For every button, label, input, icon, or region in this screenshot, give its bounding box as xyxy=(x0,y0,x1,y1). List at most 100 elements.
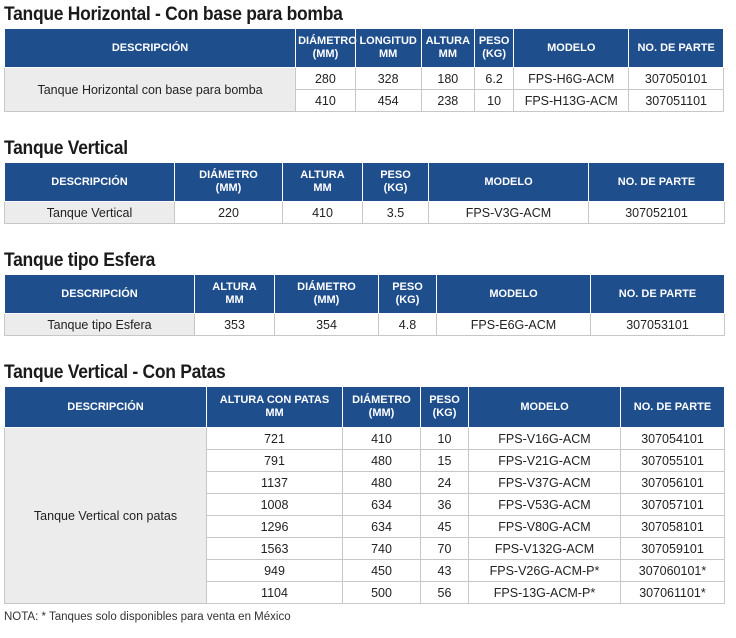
table-horizontal: DESCRIPCIÓN DIÁMETRO (MM) LONGITUD MM ALTURA M… xyxy=(3,28,724,112)
table-cell: 410 xyxy=(342,427,421,450)
table-cell: FPS-E6G-ACM xyxy=(436,313,591,336)
table-cell: 410 xyxy=(295,89,356,112)
column-header: PESO (KG) xyxy=(474,28,515,68)
table-cell: FPS-H13G-ACM xyxy=(513,89,630,112)
table-cell: 10 xyxy=(420,427,469,450)
table-cell: 307061101* xyxy=(620,581,725,604)
table-cell: 307052101 xyxy=(588,201,725,224)
table-cell: 36 xyxy=(420,493,469,516)
table-cell: FPS-V26G-ACM-P* xyxy=(468,559,621,582)
column-header: ALTURA MM xyxy=(282,162,363,202)
column-header: DESCRIPCIÓN xyxy=(4,162,175,202)
table-cell: 949 xyxy=(206,559,343,582)
table-cell: 307056101 xyxy=(620,471,725,494)
column-header: DIÁMETRO (MM) xyxy=(174,162,283,202)
table-cell: 1137 xyxy=(206,471,343,494)
table-cell: 15 xyxy=(420,449,469,472)
table-row: 1104 500 56 FPS-13G-ACM-P* 307061101* xyxy=(5,581,725,604)
table-row: 1296 634 45 FPS-V80G-ACM 307058101 xyxy=(5,515,725,538)
column-header: ALTURA CON PATAS MM xyxy=(206,386,343,428)
table-cell: 10 xyxy=(474,89,515,112)
description-cell: Tanque Horizontal con base para bomba xyxy=(3,67,297,112)
table-row: Tanque Horizontal con base para bomba 280… xyxy=(3,67,724,112)
column-header: DESCRIPCIÓN xyxy=(4,274,195,314)
table-cell: 307055101 xyxy=(620,449,725,472)
section-patas: Tanque Vertical - Con Patas DESCRIPCIÓN AL… xyxy=(4,360,725,604)
table-cell: FPS-V21G-ACM xyxy=(468,449,621,472)
table-cell: 220 xyxy=(174,201,283,224)
column-header: NO. DE PARTE xyxy=(590,274,725,314)
table-cell: 4.8 xyxy=(378,313,437,336)
table-cell: 480 xyxy=(342,471,421,494)
table-cell: 450 xyxy=(342,559,421,582)
table-cell: 307051101 xyxy=(628,89,724,112)
table-cell: 353 xyxy=(194,313,275,336)
column-header: PESO (KG) xyxy=(362,162,429,202)
table-row: 1137 480 24 FPS-V37G-ACM 307056101 xyxy=(5,471,725,494)
table-row: Tanque Vertical 220 410 3.5 FPS-V3G-ACM 30705… xyxy=(4,201,725,224)
table-cell: 24 xyxy=(420,471,469,494)
table-cell: 454 xyxy=(354,89,422,112)
table-cell: FPS-V132G-ACM xyxy=(468,537,621,560)
table-cell: 634 xyxy=(342,515,421,538)
column-header: DIÁMETRO (MM) xyxy=(295,28,357,68)
table-cell: 634 xyxy=(342,493,421,516)
table-esfera: DESCRIPCIÓN ALTURA MM DIÁMETRO (MM) PESO (KG) M… xyxy=(4,274,725,336)
table-cell: 6.2 xyxy=(474,67,515,90)
table-row: Tanque Vertical con patas 721 410 10 FPS-V16… xyxy=(4,427,725,604)
table-cell: 307059101 xyxy=(620,537,725,560)
table-cell: 1104 xyxy=(206,581,343,604)
section-esfera: Tanque tipo Esfera DESCRIPCIÓN ALTURA MM DIÁ… xyxy=(4,248,725,336)
table-row: 1008 634 36 FPS-V53G-ACM 307057101 xyxy=(5,493,725,516)
table-cell: FPS-V80G-ACM xyxy=(468,515,621,538)
table-cell: 307050101 xyxy=(628,67,724,90)
table-vertical: DESCRIPCIÓN DIÁMETRO (MM) ALTURA MM PESO (KG) M… xyxy=(4,162,725,224)
table-cell: 56 xyxy=(420,581,469,604)
column-header: MODELO xyxy=(428,162,589,202)
table-cell: 3.5 xyxy=(362,201,429,224)
table-cell: 307058101 xyxy=(620,515,725,538)
table-cell: 45 xyxy=(420,515,469,538)
column-header: ALTURA MM xyxy=(420,28,476,68)
table-cell: 307060101* xyxy=(620,559,725,582)
table-cell: 307053101 xyxy=(590,313,725,336)
column-header: NO. DE PARTE xyxy=(620,386,725,428)
description-cell: Tanque tipo Esfera xyxy=(4,313,195,336)
table-cell: FPS-V3G-ACM xyxy=(428,201,589,224)
table-cell: 280 xyxy=(295,67,356,90)
section-horizontal: Tanque Horizontal - Con base para bomba D… xyxy=(3,2,724,112)
table-row: 410 454 238 10 FPS-H13G-ACM 307051101 xyxy=(5,89,724,112)
table-cell: FPS-V16G-ACM xyxy=(468,427,621,450)
column-header: MODELO xyxy=(513,28,630,68)
header-row: DESCRIPCIÓN ALTURA CON PATAS MM DIÁMETRO (MM… xyxy=(4,386,725,428)
table-row: Tanque tipo Esfera 353 354 4.8 FPS-E6G-ACM 30… xyxy=(4,313,725,336)
column-header: DIÁMETRO (MM) xyxy=(274,274,379,314)
table-cell: FPS-H6G-ACM xyxy=(513,67,630,90)
table-cell: 500 xyxy=(342,581,421,604)
description-cell: Tanque Vertical con patas xyxy=(4,427,207,604)
column-header: DESCRIPCIÓN xyxy=(4,386,207,428)
header-row: DESCRIPCIÓN DIÁMETRO (MM) ALTURA MM PESO (KG) M… xyxy=(4,162,725,202)
table-row: 949 450 43 FPS-V26G-ACM-P* 307060101* xyxy=(5,559,725,582)
column-header: NO. DE PARTE xyxy=(628,28,724,68)
table-cell: 180 xyxy=(420,67,476,90)
section-vertical: Tanque Vertical DESCRIPCIÓN DIÁMETRO (MM) AL… xyxy=(4,136,725,224)
table-cell: 43 xyxy=(420,559,469,582)
table-cell: 791 xyxy=(206,449,343,472)
column-header: PESO (KG) xyxy=(378,274,437,314)
table-cell: 70 xyxy=(420,537,469,560)
table-cell: 740 xyxy=(342,537,421,560)
table-cell: 1296 xyxy=(206,515,343,538)
table-cell: 307054101 xyxy=(620,427,725,450)
table-cell: 354 xyxy=(274,313,379,336)
section-title: Tanque tipo Esfera xyxy=(4,250,156,271)
column-header: NO. DE PARTE xyxy=(588,162,725,202)
table-cell: FPS-13G-ACM-P* xyxy=(468,581,621,604)
table-cell: 238 xyxy=(420,89,476,112)
table-cell: 721 xyxy=(206,427,343,450)
column-header: DIÁMETRO (MM) xyxy=(342,386,421,428)
section-title: Tanque Horizontal - Con base para bomba xyxy=(4,4,343,25)
column-header: PESO (KG) xyxy=(420,386,469,428)
header-row: DESCRIPCIÓN DIÁMETRO (MM) LONGITUD MM ALTURA M… xyxy=(3,28,724,68)
column-header: ALTURA MM xyxy=(194,274,275,314)
